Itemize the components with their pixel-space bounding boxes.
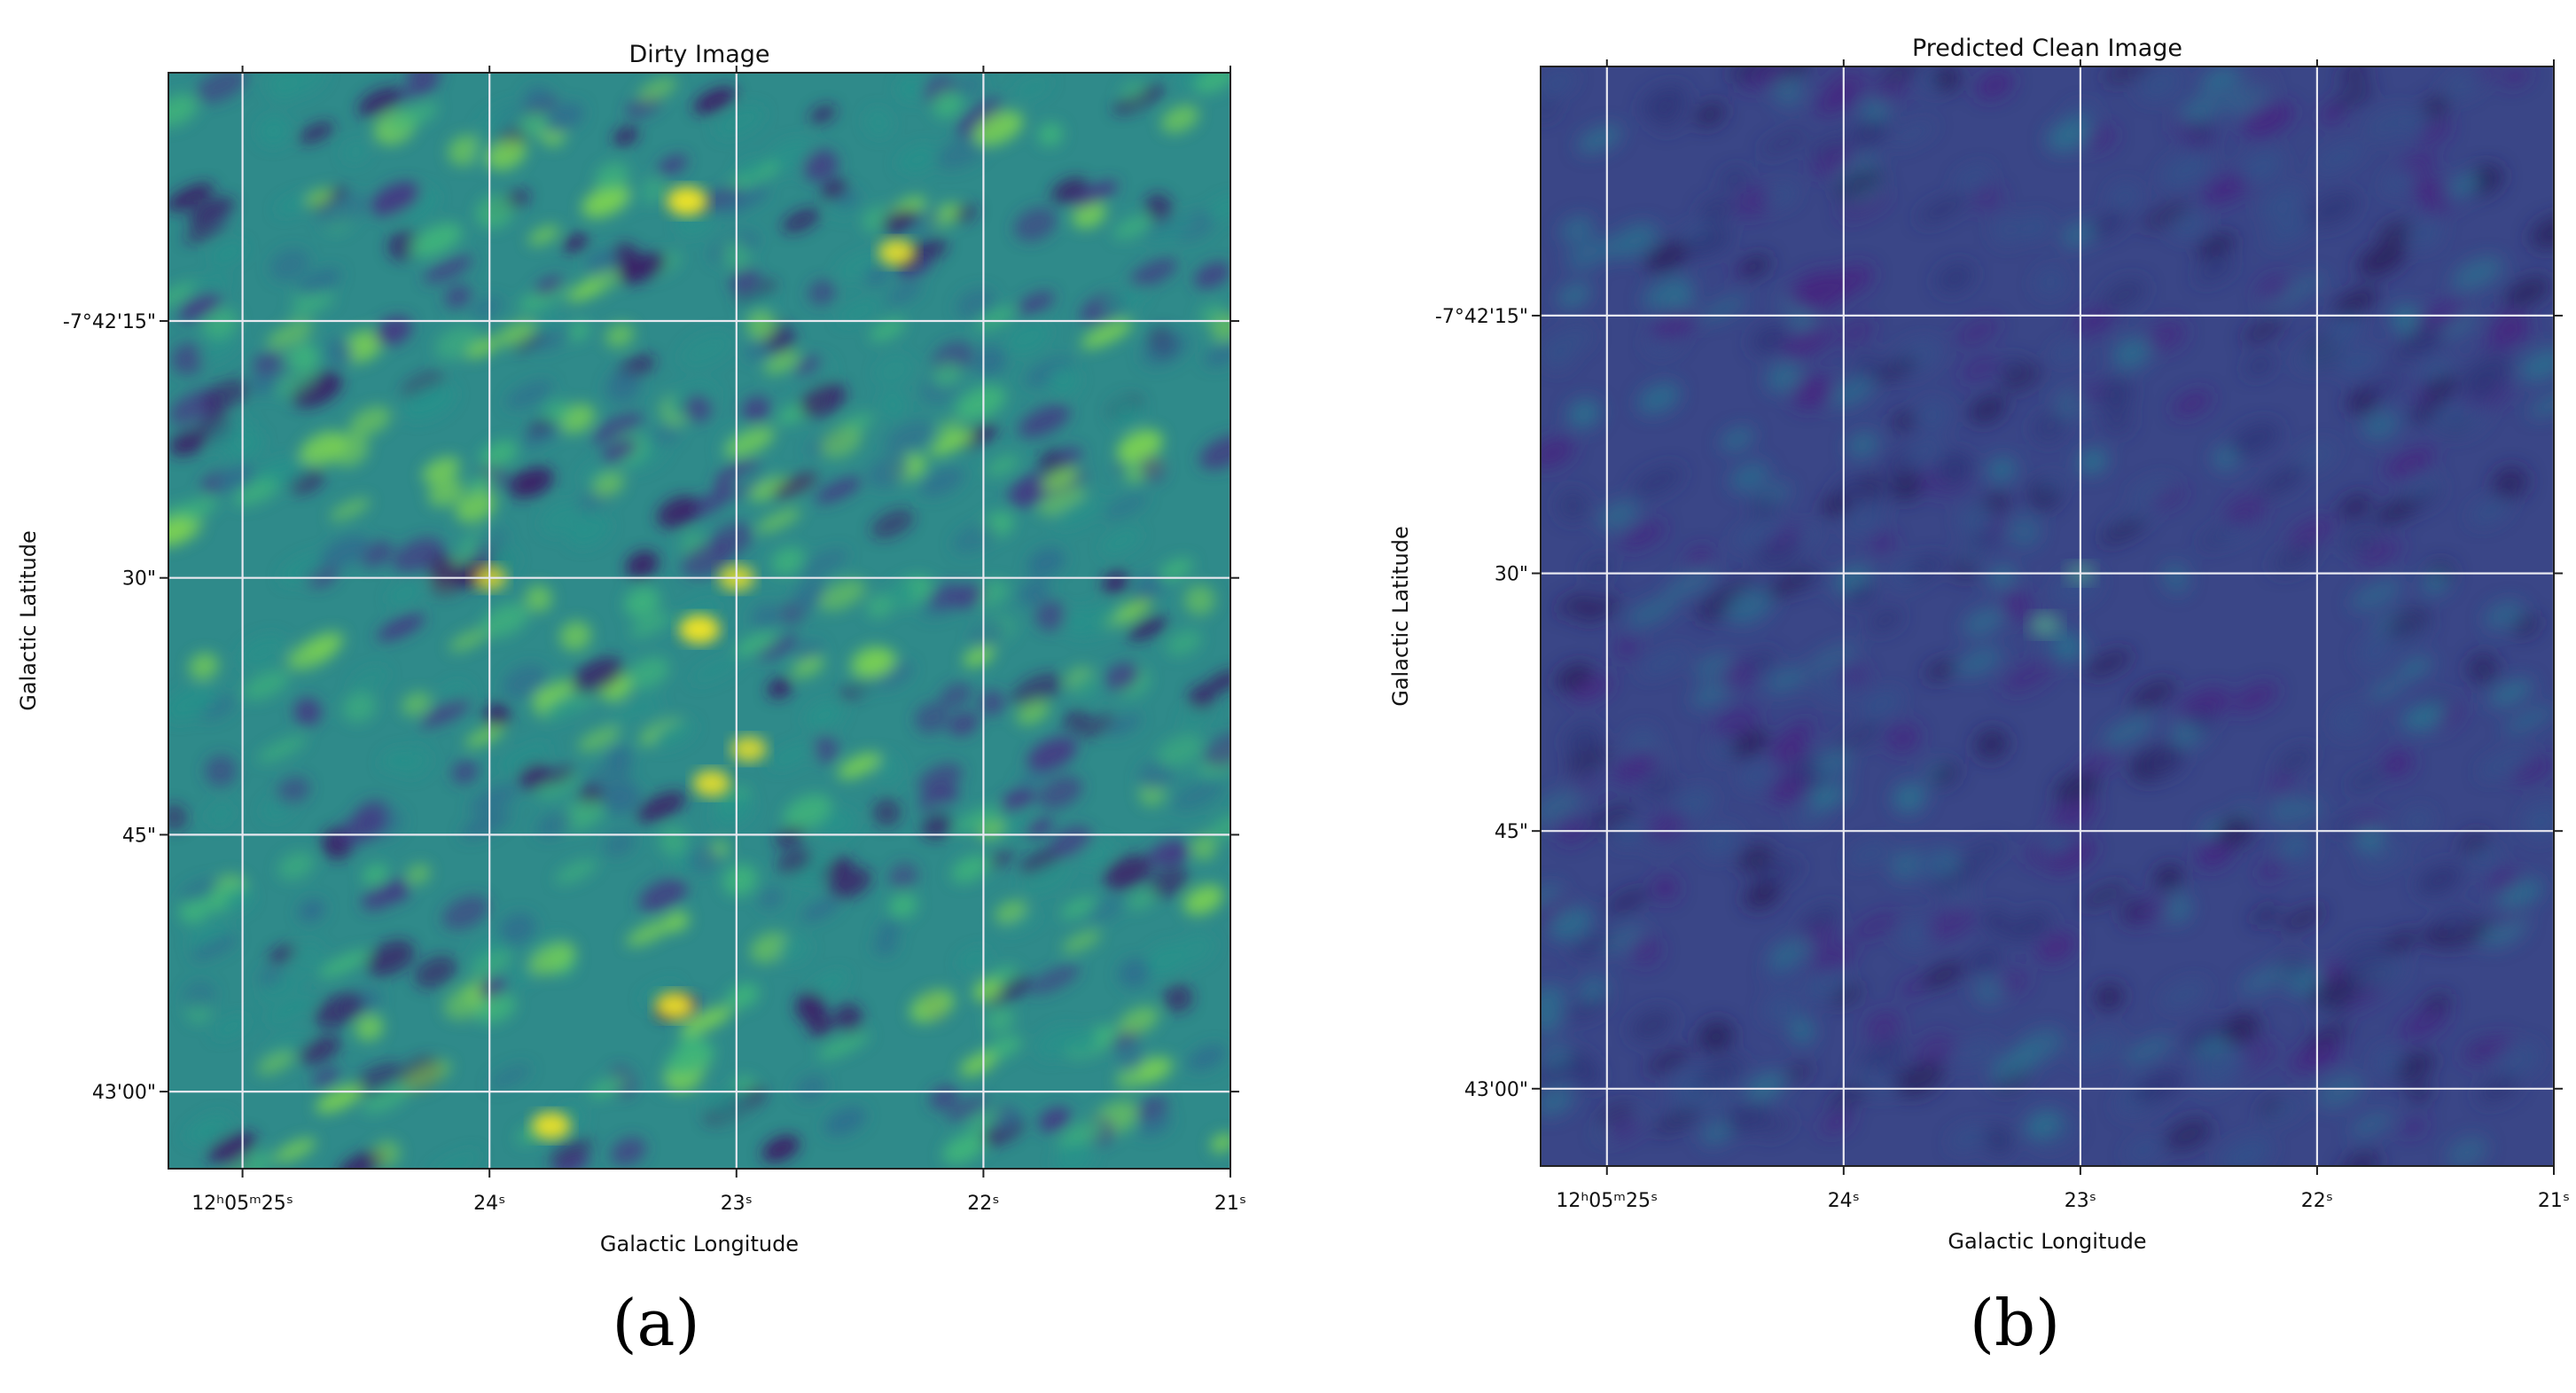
bright-feature <box>692 770 731 797</box>
y-tick-label: 43'00" <box>92 1082 156 1104</box>
x-tick-label: 23ˢ <box>721 1193 753 1215</box>
y-tick-label: -7°42'15" <box>63 311 156 333</box>
y-tick-label: 30" <box>1495 564 1528 586</box>
bright-feature <box>730 736 768 763</box>
chart-title: Dirty Image <box>628 41 769 68</box>
x-tick-label: 12ʰ05ᵐ25ˢ <box>1556 1190 1658 1212</box>
y-tick-label: 43'00" <box>1464 1079 1528 1101</box>
x-tick-label: 24ˢ <box>1828 1190 1860 1212</box>
bright-feature <box>878 239 917 266</box>
x-axis-label: Galactic Longitude <box>1948 1229 2146 1254</box>
x-axis-label: Galactic Longitude <box>600 1232 799 1256</box>
x-tick-label: 22ˢ <box>2301 1190 2333 1212</box>
panel-predicted-clean-image: 12ʰ05ᵐ25ˢ 24ˢ 23ˢ 22ˢ 21ˢ -7°42'15" 30" 45" 43'0… <box>1288 0 2576 1393</box>
x-tick-label: 24ˢ <box>473 1193 505 1215</box>
bright-feature <box>678 614 721 645</box>
x-tick-label: 23ˢ <box>2065 1190 2096 1212</box>
y-tick-label: 45" <box>122 825 156 847</box>
bright-feature <box>654 991 695 1021</box>
y-axis-label: Galactic Latitude <box>1388 526 1413 707</box>
chart-title: Predicted Clean Image <box>1912 35 2182 62</box>
bright-feature <box>2029 613 2061 637</box>
x-tick-label: 21ˢ <box>1214 1193 1246 1215</box>
heatmap-texture <box>168 73 1230 1169</box>
bright-feature <box>531 1111 571 1140</box>
y-tick-label: 45" <box>1495 821 1528 843</box>
y-axis-label: Galactic Latitude <box>16 530 41 711</box>
x-tick-label: 22ˢ <box>967 1193 999 1215</box>
dirty-image-chart: 12ʰ05ᵐ25ˢ 24ˢ 23ˢ 22ˢ 21ˢ -7°42'15" 30" 45" 43'0… <box>16 41 1246 1256</box>
x-tick-label: 12ʰ05ᵐ25ˢ <box>191 1193 293 1215</box>
panel-dirty-image: 12ʰ05ᵐ25ˢ 24ˢ 23ˢ 22ˢ 21ˢ -7°42'15" 30" 45" 43'0… <box>16 41 1246 1360</box>
subfigure-label-b: (b) <box>1969 1286 2061 1360</box>
y-tick-label: 30" <box>122 568 156 591</box>
subfigure-label-a: (a) <box>612 1286 700 1360</box>
axes-frame <box>168 72 1231 1170</box>
y-tick-label: -7°42'15" <box>1435 306 1528 328</box>
bright-feature <box>667 186 708 216</box>
axes-frame <box>1540 66 2555 1167</box>
predicted-clean-image-chart: 12ʰ05ᵐ25ˢ 24ˢ 23ˢ 22ˢ 21ˢ -7°42'15" 30" 45" 43'0… <box>1388 35 2570 1254</box>
x-tick-label: 21ˢ <box>2538 1190 2570 1212</box>
